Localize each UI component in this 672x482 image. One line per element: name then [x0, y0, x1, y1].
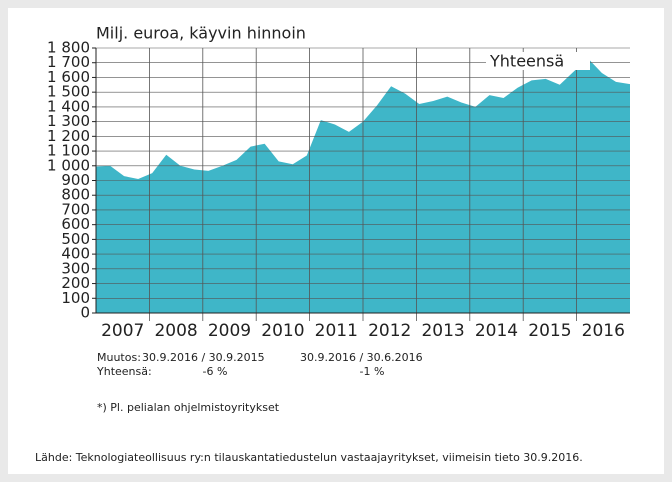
x-tick-label: 2012 — [368, 321, 411, 341]
x-tick-label: 2007 — [101, 321, 144, 341]
legend-box — [486, 52, 590, 70]
table-header: Muutos: — [97, 351, 141, 364]
y-tick-label: 1 500 — [47, 83, 90, 101]
source: Lähde: Teknologiateollisuus ry:n tilausk… — [35, 451, 583, 464]
y-tick-label: 200 — [61, 274, 90, 292]
table-row-label: Yhteensä: — [96, 365, 152, 378]
x-tick-label: 2008 — [154, 321, 197, 341]
y-tick-label: 100 — [61, 289, 90, 307]
x-tick-label: 2014 — [475, 321, 518, 341]
table-value: -1 % — [360, 365, 385, 378]
table-column: 30.9.2016 / 30.9.2015 — [142, 351, 265, 364]
y-tick-label: 300 — [61, 259, 90, 277]
footnote: *) Pl. pelialan ohjelmistoyritykset — [97, 401, 280, 414]
y-tick-label: 1 800 — [47, 39, 90, 57]
x-tick-label: 2013 — [421, 321, 464, 341]
x-tick-label: 2016 — [582, 321, 625, 341]
x-tick-label: 2009 — [208, 321, 251, 341]
chart-title: Milj. euroa, käyvin hinnoin — [96, 24, 306, 43]
y-tick-label: 800 — [61, 186, 90, 204]
y-tick-label: 600 — [61, 215, 90, 233]
y-tick-label: 500 — [61, 230, 90, 248]
x-tick-label: 2011 — [315, 321, 358, 341]
y-tick-label: 1 600 — [47, 68, 90, 86]
y-tick-label: 0 — [80, 304, 90, 322]
y-tick-label: 1 200 — [47, 127, 90, 145]
y-tick-label: 1 300 — [47, 112, 90, 130]
x-tick-label: 2010 — [261, 321, 304, 341]
y-tick-label: 1 000 — [47, 156, 90, 174]
y-tick-label: 1 400 — [47, 97, 90, 115]
y-tick-label: 1 700 — [47, 53, 90, 71]
y-tick-label: 900 — [61, 171, 90, 189]
table-value: -6 % — [203, 365, 228, 378]
y-tick-label: 400 — [61, 245, 90, 263]
legend-label: Yhteensä — [489, 52, 564, 71]
y-tick-label: 1 100 — [47, 142, 90, 160]
y-tick-label: 700 — [61, 200, 90, 218]
table-column: 30.9.2016 / 30.6.2016 — [300, 351, 423, 364]
x-tick-label: 2015 — [528, 321, 571, 341]
